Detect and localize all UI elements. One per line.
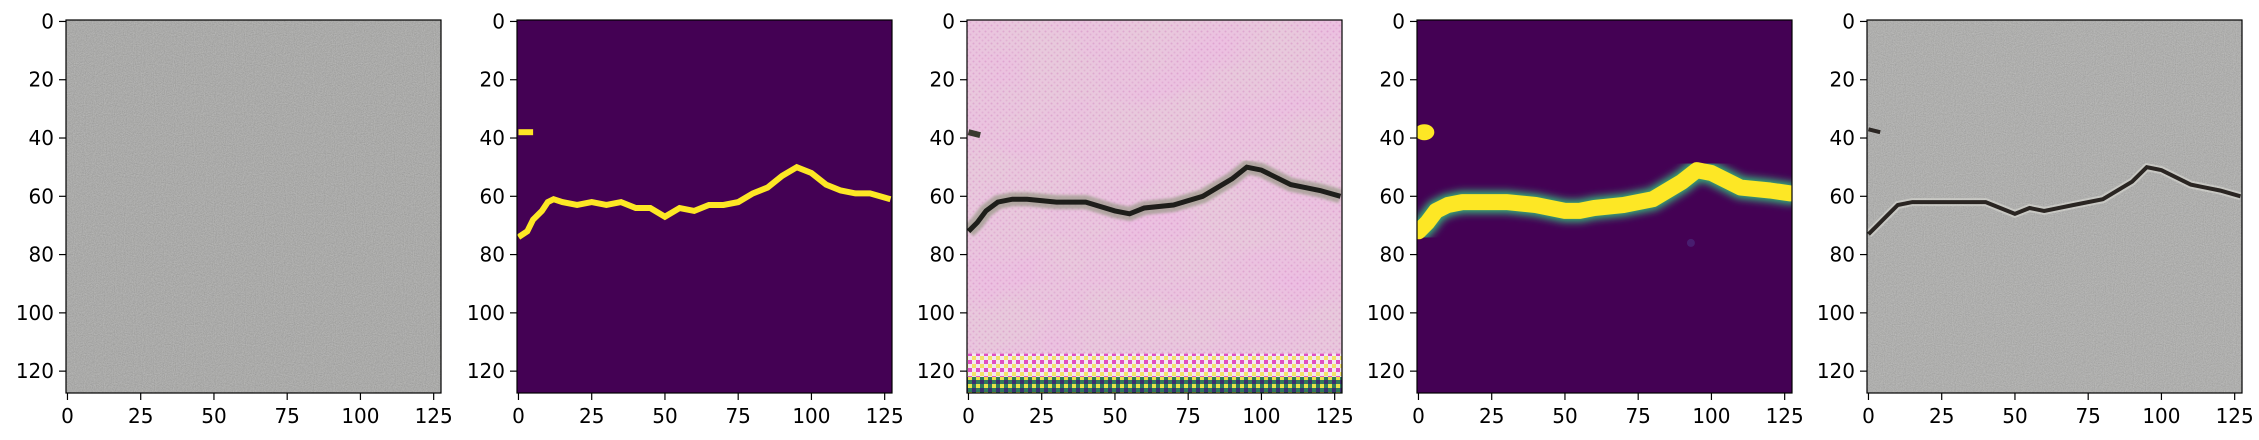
- y-tick-label: 60: [480, 184, 505, 208]
- panel-input-image: 0 25 50 75 100 125 0 20 40 60 80 100 120: [16, 9, 453, 428]
- image-area: [967, 20, 1342, 393]
- y-tick-label: 40: [480, 126, 505, 150]
- x-tick-label: 125: [2216, 404, 2254, 428]
- x-tick-label: 125: [866, 404, 904, 428]
- y-tick-label: 80: [29, 243, 54, 267]
- x-tick-label: 0: [1412, 404, 1425, 428]
- x-tick-label: 50: [2002, 404, 2027, 428]
- x-tick-label: 125: [415, 404, 453, 428]
- crack-prediction: [1417, 162, 1792, 240]
- image-area: [1417, 20, 1792, 393]
- y-tick-label: 120: [1367, 359, 1405, 383]
- image-area: [66, 20, 441, 393]
- x-tick-label: 125: [1316, 404, 1354, 428]
- y-tick-label: 20: [29, 68, 54, 92]
- image-area: [1867, 20, 2242, 393]
- y-tick-label: 120: [1817, 359, 1855, 383]
- x-tick-label: 0: [512, 404, 525, 428]
- panel-composite-image: 0 25 50 75 100 125 0 20 40 60 80 100 120: [1817, 9, 2254, 428]
- x-tick-label: 75: [274, 404, 299, 428]
- y-tick-label: 60: [29, 184, 54, 208]
- artifact-checker: [967, 376, 1342, 393]
- y-tick-label: 100: [1367, 301, 1405, 325]
- x-tick-label: 75: [725, 404, 750, 428]
- x-tick-label: 100: [341, 404, 379, 428]
- axes-frame: [1866, 19, 2243, 394]
- y-tick-label: 120: [16, 359, 54, 383]
- y-tick-label: 0: [1392, 9, 1405, 33]
- y-tick-label: 60: [1380, 184, 1405, 208]
- y-tick-label: 40: [1380, 126, 1405, 150]
- y-tick-label: 100: [467, 301, 505, 325]
- x-tick-label: 50: [1552, 404, 1577, 428]
- panel-predicted-mask: 0 25 50 75 100 125 0 20 40 60 80 100 120: [1367, 9, 1804, 428]
- x-tick-label: 75: [1175, 404, 1200, 428]
- x-tick-label: 50: [1102, 404, 1127, 428]
- x-tick-label: 25: [1029, 404, 1054, 428]
- y-tick-label: 60: [930, 184, 955, 208]
- y-tick-label: 80: [1380, 243, 1405, 267]
- y-tick-label: 80: [930, 243, 955, 267]
- crack-blob: [1867, 127, 1881, 135]
- y-tick-label: 20: [1380, 68, 1405, 92]
- x-tick-label: 50: [201, 404, 226, 428]
- x-tick-label: 25: [128, 404, 153, 428]
- y-tick-label: 40: [930, 126, 955, 150]
- y-tick-label: 100: [16, 301, 54, 325]
- axes-frame: [966, 19, 1343, 394]
- x-tick-label: 0: [1862, 404, 1875, 428]
- x-tick-label: 100: [2142, 404, 2180, 428]
- x-tick-label: 25: [579, 404, 604, 428]
- y-tick-label: 60: [1830, 184, 1855, 208]
- x-tick-label: 100: [1242, 404, 1280, 428]
- y-tick-label: 80: [1830, 243, 1855, 267]
- x-tick-label: 75: [2075, 404, 2100, 428]
- x-tick-label: 100: [1692, 404, 1730, 428]
- predicted-blob: [1417, 124, 1435, 141]
- x-tick-label: 50: [652, 404, 677, 428]
- y-tick-label: 20: [480, 68, 505, 92]
- y-tick-label: 0: [1842, 9, 1855, 33]
- axes-frame: [65, 19, 442, 394]
- crack-blob: [967, 129, 981, 139]
- y-tick-label: 120: [917, 359, 955, 383]
- noise-dot: [1686, 238, 1695, 247]
- crack-mask: [517, 163, 892, 240]
- y-tick-label: 100: [917, 301, 955, 325]
- panel-generated-image: 0 25 50 75 100 125 0 20 40 60 80 100 120: [917, 9, 1354, 428]
- y-tick-label: 80: [480, 243, 505, 267]
- y-tick-label: 120: [467, 359, 505, 383]
- x-tick-label: 25: [1479, 404, 1504, 428]
- y-tick-label: 0: [41, 9, 54, 33]
- axes-frame: [1416, 19, 1793, 394]
- crack: [1867, 165, 2242, 236]
- y-tick-label: 100: [1817, 301, 1855, 325]
- texture: [66, 20, 441, 393]
- x-tick-label: 0: [61, 404, 74, 428]
- y-tick-label: 40: [29, 126, 54, 150]
- panel-ground-truth-mask: 0 25 50 75 100 125 0 20 40 60 80 100 120: [467, 9, 904, 428]
- x-tick-label: 25: [1929, 404, 1954, 428]
- crack: [967, 164, 1342, 234]
- axes-frame: [516, 19, 893, 394]
- y-tick-label: 40: [1830, 126, 1855, 150]
- y-tick-label: 20: [1830, 68, 1855, 92]
- x-tick-label: 75: [1625, 404, 1650, 428]
- y-tick-label: 0: [942, 9, 955, 33]
- y-tick-label: 0: [492, 9, 505, 33]
- artifact-stripes: [967, 353, 1342, 377]
- x-tick-label: 0: [962, 404, 975, 428]
- image-area: [517, 20, 892, 393]
- x-tick-label: 125: [1766, 404, 1804, 428]
- x-tick-label: 100: [792, 404, 830, 428]
- y-tick-label: 20: [930, 68, 955, 92]
